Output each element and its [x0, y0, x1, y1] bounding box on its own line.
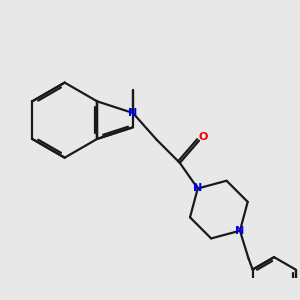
Text: O: O [199, 132, 208, 142]
Text: N: N [235, 226, 244, 236]
Text: N: N [193, 184, 203, 194]
Text: N: N [128, 108, 137, 118]
